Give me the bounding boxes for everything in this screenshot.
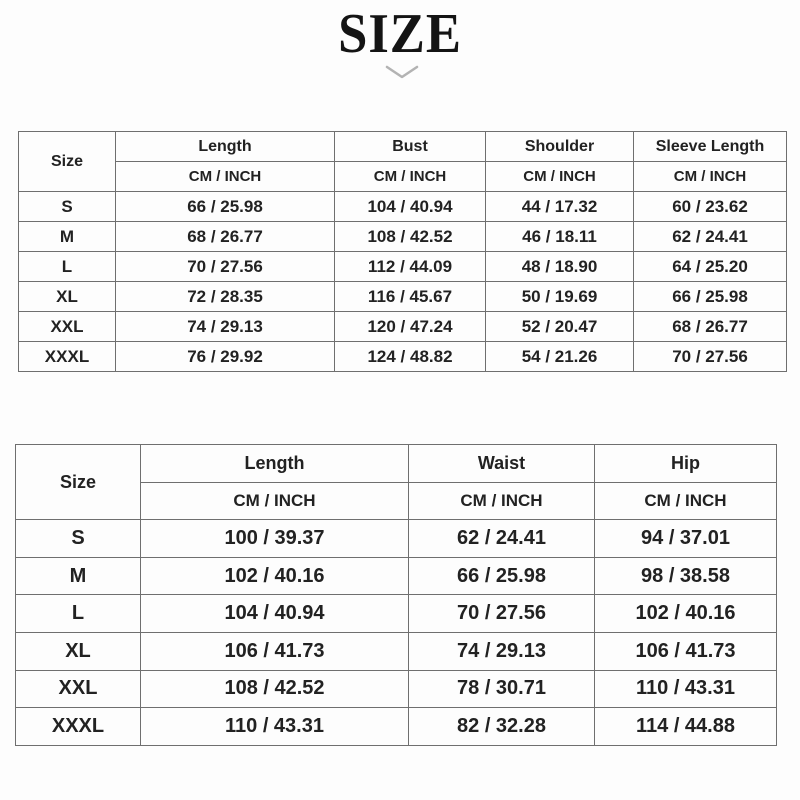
column-header: Length: [140, 444, 409, 483]
size-cell: XXL: [18, 311, 116, 342]
unit-row: CM / INCH CM / INCH CM / INCH: [16, 481, 777, 521]
measurement-cell: 62 / 24.41: [633, 221, 787, 252]
column-header: Shoulder: [485, 131, 634, 162]
table-row: M 68 / 26.77 108 / 42.52 46 / 18.11 62 / 24.…: [18, 221, 787, 252]
measurement-cell: 120 / 47.24: [334, 311, 486, 342]
unit-header: CM / INCH: [633, 161, 787, 192]
column-header: Hip: [594, 444, 777, 483]
measurement-cell: 66 / 25.98: [633, 281, 787, 312]
measurement-cell: 102 / 40.16: [594, 594, 777, 633]
size-cell: XL: [18, 281, 116, 312]
measurement-cell: 46 / 18.11: [485, 221, 634, 252]
measurement-cell: 72 / 28.35: [115, 281, 335, 312]
table-row: XXL 108 / 42.52 78 / 30.71 110 / 43.31: [15, 669, 777, 709]
unit-row: CM / INCH CM / INCH CM / INCH CM / INCH: [19, 161, 787, 192]
column-header: Length: [115, 131, 335, 162]
size-chart-table-top: Size Length Bust Shoulder Sleeve Length CM / …: [18, 131, 787, 372]
measurement-cell: 102 / 40.16: [140, 556, 409, 596]
measurement-cell: 54 / 21.26: [485, 341, 634, 372]
measurement-cell: 108 / 42.52: [140, 669, 409, 709]
measurement-cell: 74 / 29.13: [408, 631, 595, 671]
measurement-cell: 70 / 27.56: [115, 251, 335, 282]
measurement-cell: 82 / 32.28: [408, 707, 595, 746]
unit-header: CM / INCH: [140, 481, 409, 521]
measurement-cell: 104 / 40.94: [334, 191, 486, 222]
measurement-cell: 114 / 44.88: [594, 707, 777, 746]
table-row: XXXL 76 / 29.92 124 / 48.82 54 / 21.26 70 / …: [18, 341, 787, 372]
size-cell: L: [15, 594, 141, 633]
column-header: Sleeve Length: [633, 131, 787, 162]
measurement-cell: 100 / 39.37: [140, 519, 409, 558]
measurement-cell: 112 / 44.09: [334, 251, 486, 282]
table-row: XL 106 / 41.73 74 / 29.13 106 / 41.73: [15, 631, 777, 671]
measurement-cell: 108 / 42.52: [334, 221, 486, 252]
table-row: XXXL 110 / 43.31 82 / 32.28 114 / 44.88: [15, 707, 777, 746]
measurement-cell: 106 / 41.73: [140, 631, 409, 671]
size-cell: M: [15, 556, 141, 596]
measurement-cell: 70 / 27.56: [633, 341, 787, 372]
measurement-cell: 66 / 25.98: [115, 191, 335, 222]
measurement-cell: 70 / 27.56: [408, 594, 595, 633]
measurement-cell: 106 / 41.73: [594, 631, 777, 671]
unit-header: CM / INCH: [485, 161, 634, 192]
table-row: XL 72 / 28.35 116 / 45.67 50 / 19.69 66 / 25…: [18, 281, 787, 312]
size-cell: XXL: [15, 669, 141, 709]
measurement-cell: 78 / 30.71: [408, 669, 595, 709]
column-header: Bust: [334, 131, 486, 162]
table-row: XXL 74 / 29.13 120 / 47.24 52 / 20.47 68 / 2…: [18, 311, 787, 342]
size-cell: S: [18, 191, 116, 222]
measurement-cell: 76 / 29.92: [115, 341, 335, 372]
size-column-header: Size: [15, 443, 141, 521]
unit-header: CM / INCH: [115, 161, 335, 192]
measurement-cell: 50 / 19.69: [485, 281, 634, 312]
size-cell: XXXL: [15, 707, 141, 746]
measurement-cell: 68 / 26.77: [633, 311, 787, 342]
measurement-cell: 104 / 40.94: [140, 594, 409, 633]
measurement-cell: 48 / 18.90: [485, 251, 634, 282]
header-row: Size Length Waist Hip: [15, 443, 777, 521]
page-title: SIZE: [338, 3, 462, 65]
unit-header: CM / INCH: [334, 161, 486, 192]
measurement-cell: 98 / 38.58: [594, 556, 777, 596]
column-header: Waist: [408, 444, 595, 483]
measurement-cell: 74 / 29.13: [115, 311, 335, 342]
measurement-cell: 124 / 48.82: [334, 341, 486, 372]
measurement-cell: 110 / 43.31: [140, 707, 409, 746]
measurement-cell: 60 / 23.62: [633, 191, 787, 222]
table-row: S 66 / 25.98 104 / 40.94 44 / 17.32 60 / 23.…: [18, 191, 787, 222]
chevron-down-icon: [385, 65, 419, 79]
table-row: M 102 / 40.16 66 / 25.98 98 / 38.58: [15, 556, 777, 596]
measurement-cell: 64 / 25.20: [633, 251, 787, 282]
size-cell: XXXL: [18, 341, 116, 372]
measurement-cell: 94 / 37.01: [594, 519, 777, 558]
size-chart-table-bottom: Size Length Waist Hip CM / INCH CM / INCH CM /…: [15, 443, 777, 746]
size-cell: M: [18, 221, 116, 252]
measurement-cell: 62 / 24.41: [408, 519, 595, 558]
measurement-cell: 44 / 17.32: [485, 191, 634, 222]
table-row: L 104 / 40.94 70 / 27.56 102 / 40.16: [15, 594, 777, 633]
measurement-cell: 110 / 43.31: [594, 669, 777, 709]
header-row: Size Length Bust Shoulder Sleeve Length: [18, 131, 787, 192]
measurement-cell: 116 / 45.67: [334, 281, 486, 312]
measurement-cell: 52 / 20.47: [485, 311, 634, 342]
table-row: S 100 / 39.37 62 / 24.41 94 / 37.01: [15, 519, 777, 558]
size-cell: XL: [15, 631, 141, 671]
unit-header: CM / INCH: [408, 481, 595, 521]
measurement-cell: 66 / 25.98: [408, 556, 595, 596]
size-cell: S: [15, 519, 141, 558]
size-cell: L: [18, 251, 116, 282]
measurement-cell: 68 / 26.77: [115, 221, 335, 252]
size-column-header: Size: [18, 131, 116, 192]
table-row: L 70 / 27.56 112 / 44.09 48 / 18.90 64 / 25.…: [18, 251, 787, 282]
unit-header: CM / INCH: [594, 481, 777, 521]
